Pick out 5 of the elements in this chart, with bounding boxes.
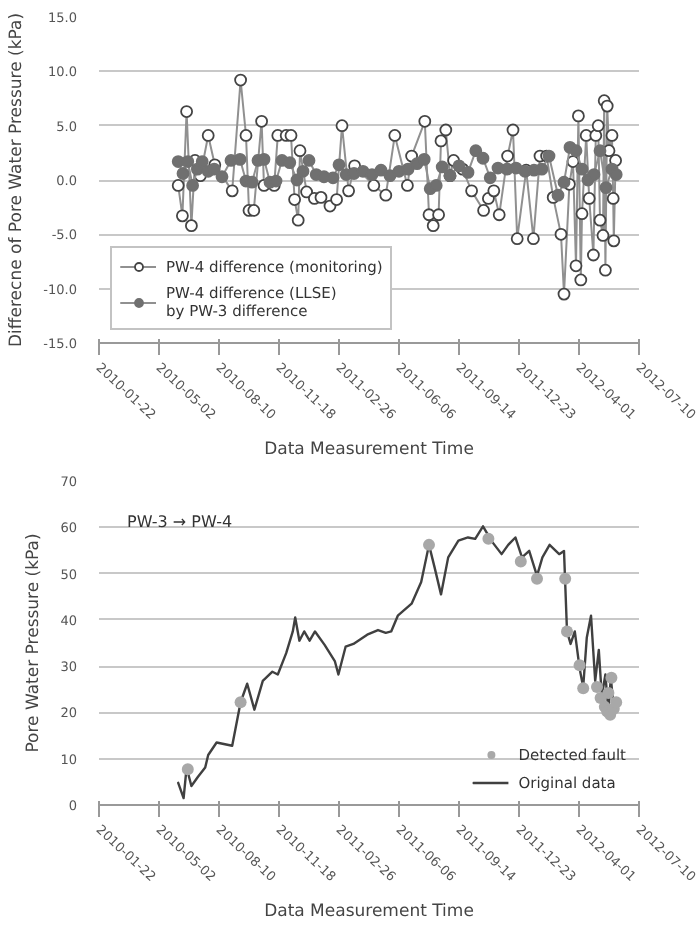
y-axis-title: Pore Water Pressure (kPa) [24,533,45,753]
x-axis-title: Data Measurement Time [264,439,474,460]
annotation: PW-3 → PW-4 [127,513,233,531]
y-axis-title: Differecne of Pore Water Pressure (kPa) [7,12,28,348]
x-axis-title: Data Measurement Time [264,901,474,922]
